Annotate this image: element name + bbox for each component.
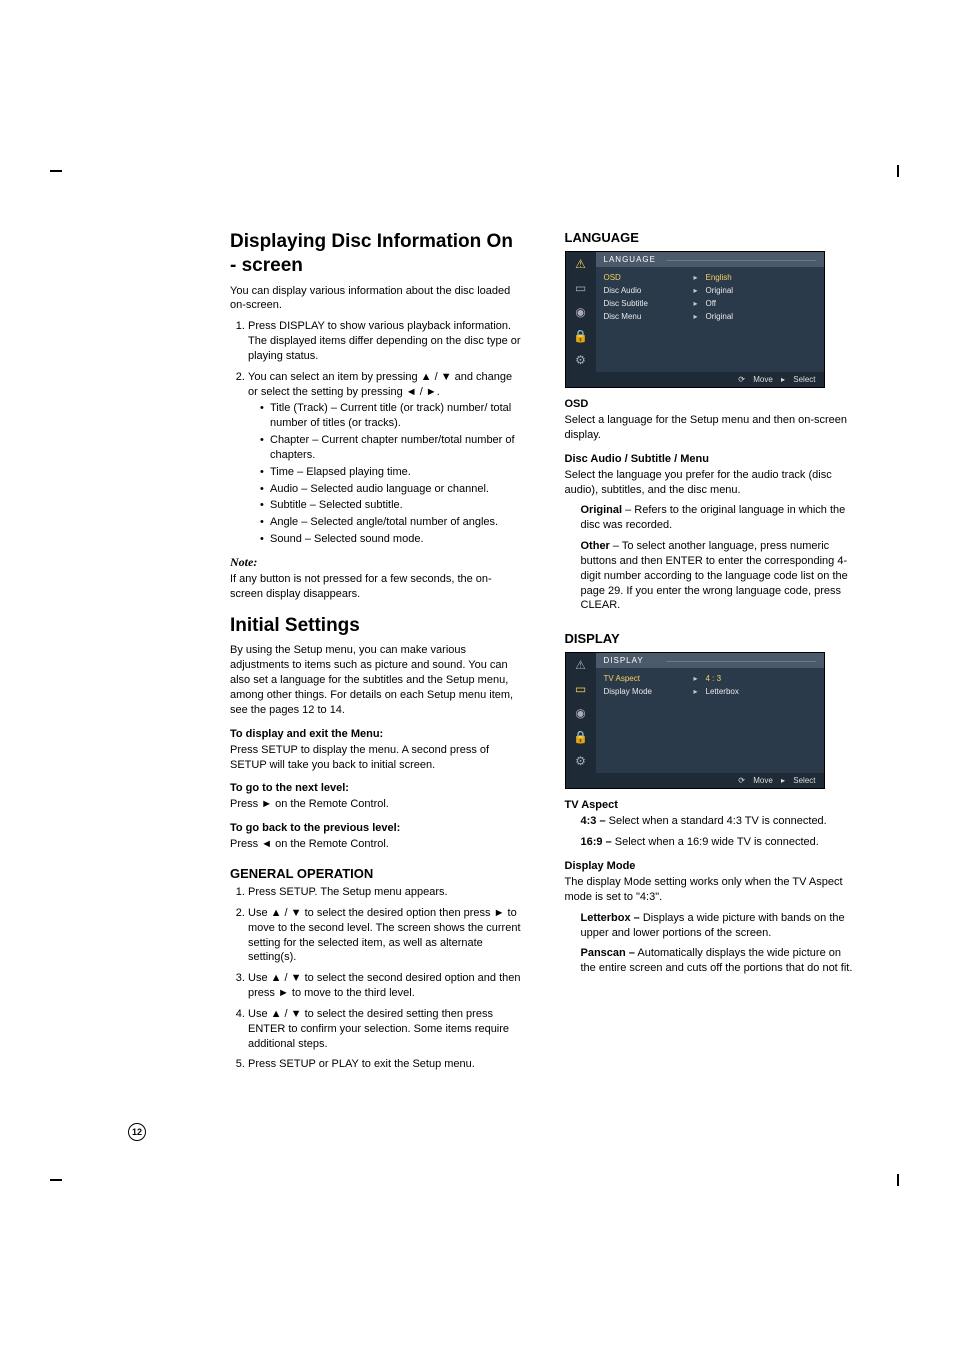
- bullet: Audio – Selected audio language or chann…: [260, 482, 525, 497]
- display-mode-body: The display Mode setting works only when…: [565, 875, 860, 905]
- lock-icon: 🔒: [566, 725, 596, 749]
- right-column: LANGUAGE ⚠ ▭ ◉ 🔒 ⚙ LANGUAGE OSD ▸: [565, 230, 860, 1078]
- bullet: Angle – Selected angle/total number of a…: [260, 515, 525, 530]
- other-icon: ⚙: [566, 348, 596, 372]
- disc-info-steps: Press DISPLAY to show various playback i…: [230, 319, 525, 547]
- next-level-body: Press ► on the Remote Control.: [230, 797, 525, 812]
- display-heading: DISPLAY: [565, 631, 860, 646]
- panscan-desc: Panscan – Automatically displays the wid…: [565, 946, 860, 976]
- select-hint: ▸ Select: [781, 375, 815, 384]
- chevron-right-icon: ▸: [694, 299, 706, 308]
- crop-mark: [50, 170, 62, 172]
- globe-icon: ⚠: [566, 252, 596, 276]
- osd-language-screenshot: ⚠ ▭ ◉ 🔒 ⚙ LANGUAGE OSD ▸ English: [565, 251, 825, 388]
- initial-settings-body: By using the Setup menu, you can make va…: [230, 643, 525, 717]
- intro-text: You can display various information abou…: [230, 284, 525, 314]
- tv-aspect-heading: TV Aspect: [565, 799, 860, 811]
- osd-row: TV Aspect ▸ 4 : 3: [596, 672, 824, 685]
- display-mode-heading: Display Mode: [565, 860, 860, 872]
- bullet: Time – Elapsed playing time.: [260, 465, 525, 480]
- gen-step: Press SETUP. The Setup menu appears.: [248, 885, 525, 900]
- gen-step: Use ▲ / ▼ to select the desired setting …: [248, 1007, 525, 1052]
- display-icon: ▭: [566, 276, 596, 300]
- page-number: 12: [128, 1123, 146, 1141]
- step-2: You can select an item by pressing ▲ / ▼…: [248, 370, 525, 547]
- gen-step: Press SETUP or PLAY to exit the Setup me…: [248, 1057, 525, 1072]
- to-display-heading: To display and exit the Menu:: [230, 728, 525, 740]
- audio-icon: ◉: [566, 300, 596, 324]
- step-1: Press DISPLAY to show various playback i…: [248, 319, 525, 364]
- general-operation-heading: GENERAL OPERATION: [230, 866, 525, 881]
- prev-level-body: Press ◄ on the Remote Control.: [230, 837, 525, 852]
- original-desc: Original – Refers to the original langua…: [565, 503, 860, 533]
- osd-display-screenshot: ⚠ ▭ ◉ 🔒 ⚙ DISPLAY TV Aspect ▸ 4 : 3: [565, 652, 825, 789]
- bullet: Sound – Selected sound mode.: [260, 532, 525, 547]
- bullet: Subtitle – Selected subtitle.: [260, 498, 525, 513]
- move-hint: ⟳ Move: [738, 375, 773, 384]
- chevron-right-icon: ▸: [694, 687, 706, 696]
- heading-disc-info: Displaying Disc Information On - screen: [230, 230, 525, 278]
- osd-heading: OSD: [565, 398, 860, 410]
- move-hint: ⟳ Move: [738, 776, 773, 785]
- disc-audio-heading: Disc Audio / Subtitle / Menu: [565, 453, 860, 465]
- note-body: If any button is not pressed for a few s…: [230, 572, 525, 602]
- crop-mark: [897, 1174, 899, 1186]
- disc-audio-body: Select the language you prefer for the a…: [565, 468, 860, 498]
- gen-step: Use ▲ / ▼ to select the second desired o…: [248, 971, 525, 1001]
- osd-row: OSD ▸ English: [596, 271, 824, 284]
- globe-icon: ⚠: [566, 653, 596, 677]
- osd-row: Display Mode ▸ Letterbox: [596, 685, 824, 698]
- left-column: Displaying Disc Information On - screen …: [230, 230, 525, 1078]
- osd-row: Disc Menu ▸ Original: [596, 310, 824, 323]
- chevron-right-icon: ▸: [694, 273, 706, 282]
- bullet: Title (Track) – Current title (or track)…: [260, 401, 525, 431]
- prev-level-heading: To go back to the previous level:: [230, 822, 525, 834]
- chevron-right-icon: ▸: [694, 286, 706, 295]
- heading-initial-settings: Initial Settings: [230, 614, 525, 638]
- crop-mark: [50, 1179, 62, 1181]
- select-hint: ▸ Select: [781, 776, 815, 785]
- next-level-heading: To go to the next level:: [230, 782, 525, 794]
- chevron-right-icon: ▸: [694, 312, 706, 321]
- audio-icon: ◉: [566, 701, 596, 725]
- letterbox-desc: Letterbox – Displays a wide picture with…: [565, 911, 860, 941]
- tv-aspect-169: 16:9 – Select when a 16:9 wide TV is con…: [565, 835, 860, 850]
- crop-mark: [897, 165, 899, 177]
- other-desc: Other – To select another language, pres…: [565, 539, 860, 613]
- osd-title: DISPLAY: [596, 653, 824, 668]
- tv-aspect-43: 4:3 – Select when a standard 4:3 TV is c…: [565, 814, 860, 829]
- chevron-right-icon: ▸: [694, 674, 706, 683]
- other-icon: ⚙: [566, 749, 596, 773]
- to-display-body: Press SETUP to display the menu. A secon…: [230, 743, 525, 773]
- osd-icon-strip: ⚠ ▭ ◉ 🔒 ⚙: [566, 252, 596, 372]
- language-heading: LANGUAGE: [565, 230, 860, 245]
- step-2-bullets: Title (Track) – Current title (or track)…: [248, 401, 525, 547]
- display-icon: ▭: [566, 677, 596, 701]
- osd-footer: ⟳ Move ▸ Select: [566, 372, 824, 387]
- osd-body: Select a language for the Setup menu and…: [565, 413, 860, 443]
- note-heading: Note:: [230, 555, 525, 570]
- bullet: Chapter – Current chapter number/total n…: [260, 433, 525, 463]
- osd-row: Disc Audio ▸ Original: [596, 284, 824, 297]
- osd-icon-strip: ⚠ ▭ ◉ 🔒 ⚙: [566, 653, 596, 773]
- osd-footer: ⟳ Move ▸ Select: [566, 773, 824, 788]
- lock-icon: 🔒: [566, 324, 596, 348]
- gen-step: Use ▲ / ▼ to select the desired option t…: [248, 906, 525, 965]
- osd-row: Disc Subtitle ▸ Off: [596, 297, 824, 310]
- osd-title: LANGUAGE: [596, 252, 824, 267]
- general-operation-steps: Press SETUP. The Setup menu appears. Use…: [230, 885, 525, 1072]
- page-content: Displaying Disc Information On - screen …: [0, 0, 954, 1138]
